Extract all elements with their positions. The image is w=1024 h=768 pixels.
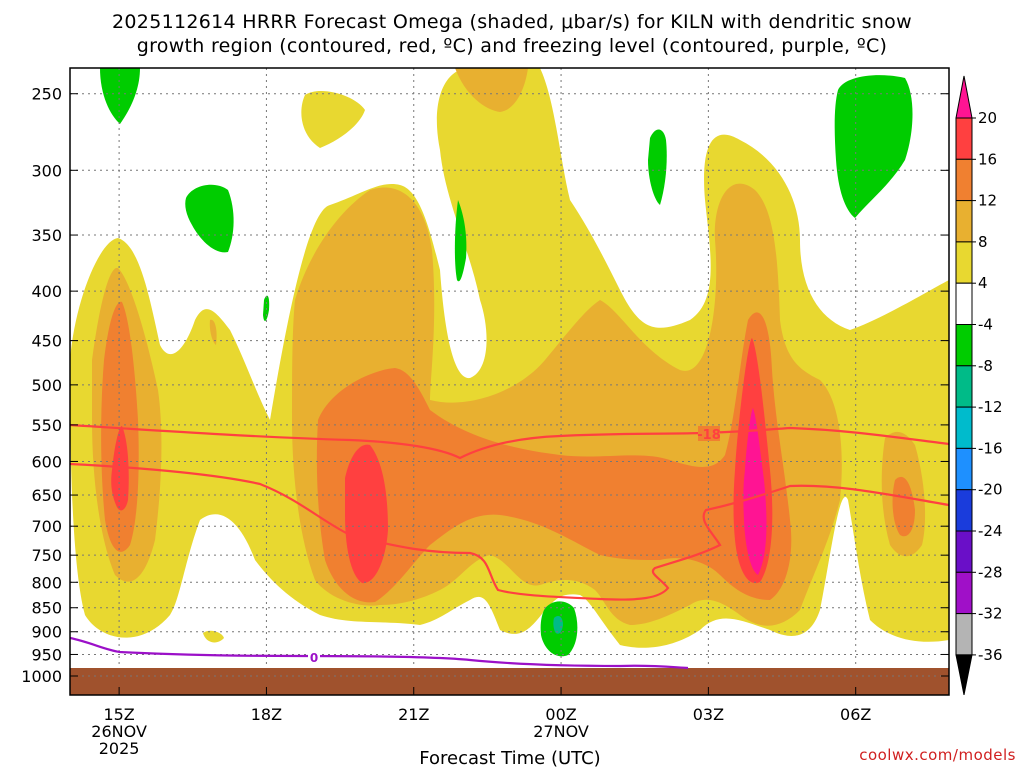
plot-frame [69, 67, 950, 696]
y-tick-label: 500 [31, 376, 62, 395]
colorbar-label: -24 [978, 522, 1003, 540]
colorbar-segment [955, 282, 973, 326]
y-tick-label: 450 [31, 332, 62, 351]
colorbar: 20 16 12 8 4 -4 -8 -12 -16 -20 -24 -28 -32 -36 [955, 75, 1003, 695]
omega-region-orange [101, 301, 139, 552]
dgz-contour-upper [70, 423, 949, 460]
y-tick-label: 400 [31, 282, 62, 301]
freezing-level-contour [70, 636, 689, 670]
omega-region-red-mid [345, 444, 388, 584]
x-tick-date-label: 26NOV [91, 722, 147, 741]
colorbar-label: 16 [978, 150, 997, 168]
y-tick-label: 850 [31, 599, 62, 618]
y-tick-label: 900 [31, 623, 62, 642]
y-tick-label: 750 [31, 546, 62, 565]
y-tick-label: 600 [31, 452, 62, 471]
colorbar-label: 8 [978, 233, 988, 251]
y-tick-label: 800 [31, 573, 62, 592]
colorbar-label: -28 [978, 563, 1003, 581]
colorbar-label: 20 [978, 109, 997, 127]
omega-region-gold-dot [209, 319, 217, 345]
y-tick-label: 650 [31, 486, 62, 505]
x-tick-label: 18Z [251, 705, 282, 724]
omega-region-green-1 [100, 68, 140, 124]
colorbar-label: -32 [978, 605, 1003, 623]
freezing-level-label: 0 [310, 651, 318, 665]
omega-region-magenta [743, 408, 767, 575]
dgz-contour-label: -18 [697, 428, 721, 443]
colorbar-label: -8 [978, 357, 993, 375]
y-tick-label: 350 [31, 226, 62, 245]
colorbar-top-arrow [955, 75, 973, 119]
contours: -18 0 [70, 423, 949, 670]
colorbar-label: -4 [978, 316, 993, 334]
colorbar-bottom-arrow [955, 654, 973, 695]
y-tick-label: 550 [31, 416, 62, 435]
x-tick-label: 15Z [103, 705, 134, 724]
omega-region-orange-right [892, 476, 915, 537]
colorbar-label: -16 [978, 439, 1003, 457]
y-tick-label: 950 [31, 645, 62, 664]
dgz-contour-lower [70, 462, 949, 601]
colorbar-segment [955, 117, 973, 160]
chart-title-line2: growth region (contoured, red, ºC) and f… [137, 35, 888, 57]
x-tick-label: 00Z [545, 705, 576, 724]
grid-lines [70, 68, 949, 677]
colorbar-label: 4 [978, 274, 988, 292]
x-tick-label: 03Z [693, 705, 724, 724]
omega-region-gold-top [455, 68, 528, 112]
credit-text: coolwx.com/models [859, 746, 1016, 764]
omega-region-yellow-dot [203, 630, 224, 643]
colorbar-segment [955, 571, 973, 615]
colorbar-segment [955, 447, 973, 491]
x-tick-year-label: 2025 [99, 739, 140, 758]
chart-title-line1: 2025112614 HRRR Forecast Omega (shaded, … [112, 11, 912, 33]
y-tick-label: 1000 [21, 667, 62, 686]
colorbar-segment [955, 324, 973, 367]
omega-region-green-4 [648, 129, 667, 205]
omega-region-yellow-top [301, 90, 365, 148]
x-tick-label: 21Z [398, 705, 429, 724]
colorbar-segment [955, 365, 973, 408]
colorbar-segment [955, 613, 973, 656]
freezing-label-background [308, 650, 320, 664]
colorbar-label: -36 [978, 646, 1003, 664]
colorbar-label: 12 [978, 192, 997, 210]
omega-region-green-6 [834, 75, 913, 218]
omega-region-orange-main [316, 312, 792, 603]
colorbar-label: -12 [978, 398, 1003, 416]
y-axis: 250 300 350 400 450 500 550 600 650 700 750 800 850 9… [21, 85, 949, 686]
ground-below-surface [70, 668, 949, 695]
colorbar-segment [955, 406, 973, 449]
colorbar-segment [955, 158, 973, 202]
colorbar-label: -20 [978, 481, 1003, 499]
x-axis-label: Forecast Time (UTC) [419, 748, 600, 768]
colorbar-segment [955, 200, 973, 243]
colorbar-segment [955, 241, 973, 284]
y-tick-label: 250 [31, 85, 62, 104]
colorbar-segment [955, 489, 973, 532]
dgz-label-background [698, 426, 720, 441]
y-tick-label: 700 [31, 517, 62, 536]
y-tick-label: 300 [31, 161, 62, 180]
omega-region-green-3 [454, 200, 467, 282]
x-tick-date-label: 27NOV [533, 722, 589, 741]
omega-region-red-left [111, 425, 129, 511]
x-tick-label: 06Z [840, 705, 871, 724]
colorbar-segment [955, 530, 973, 573]
